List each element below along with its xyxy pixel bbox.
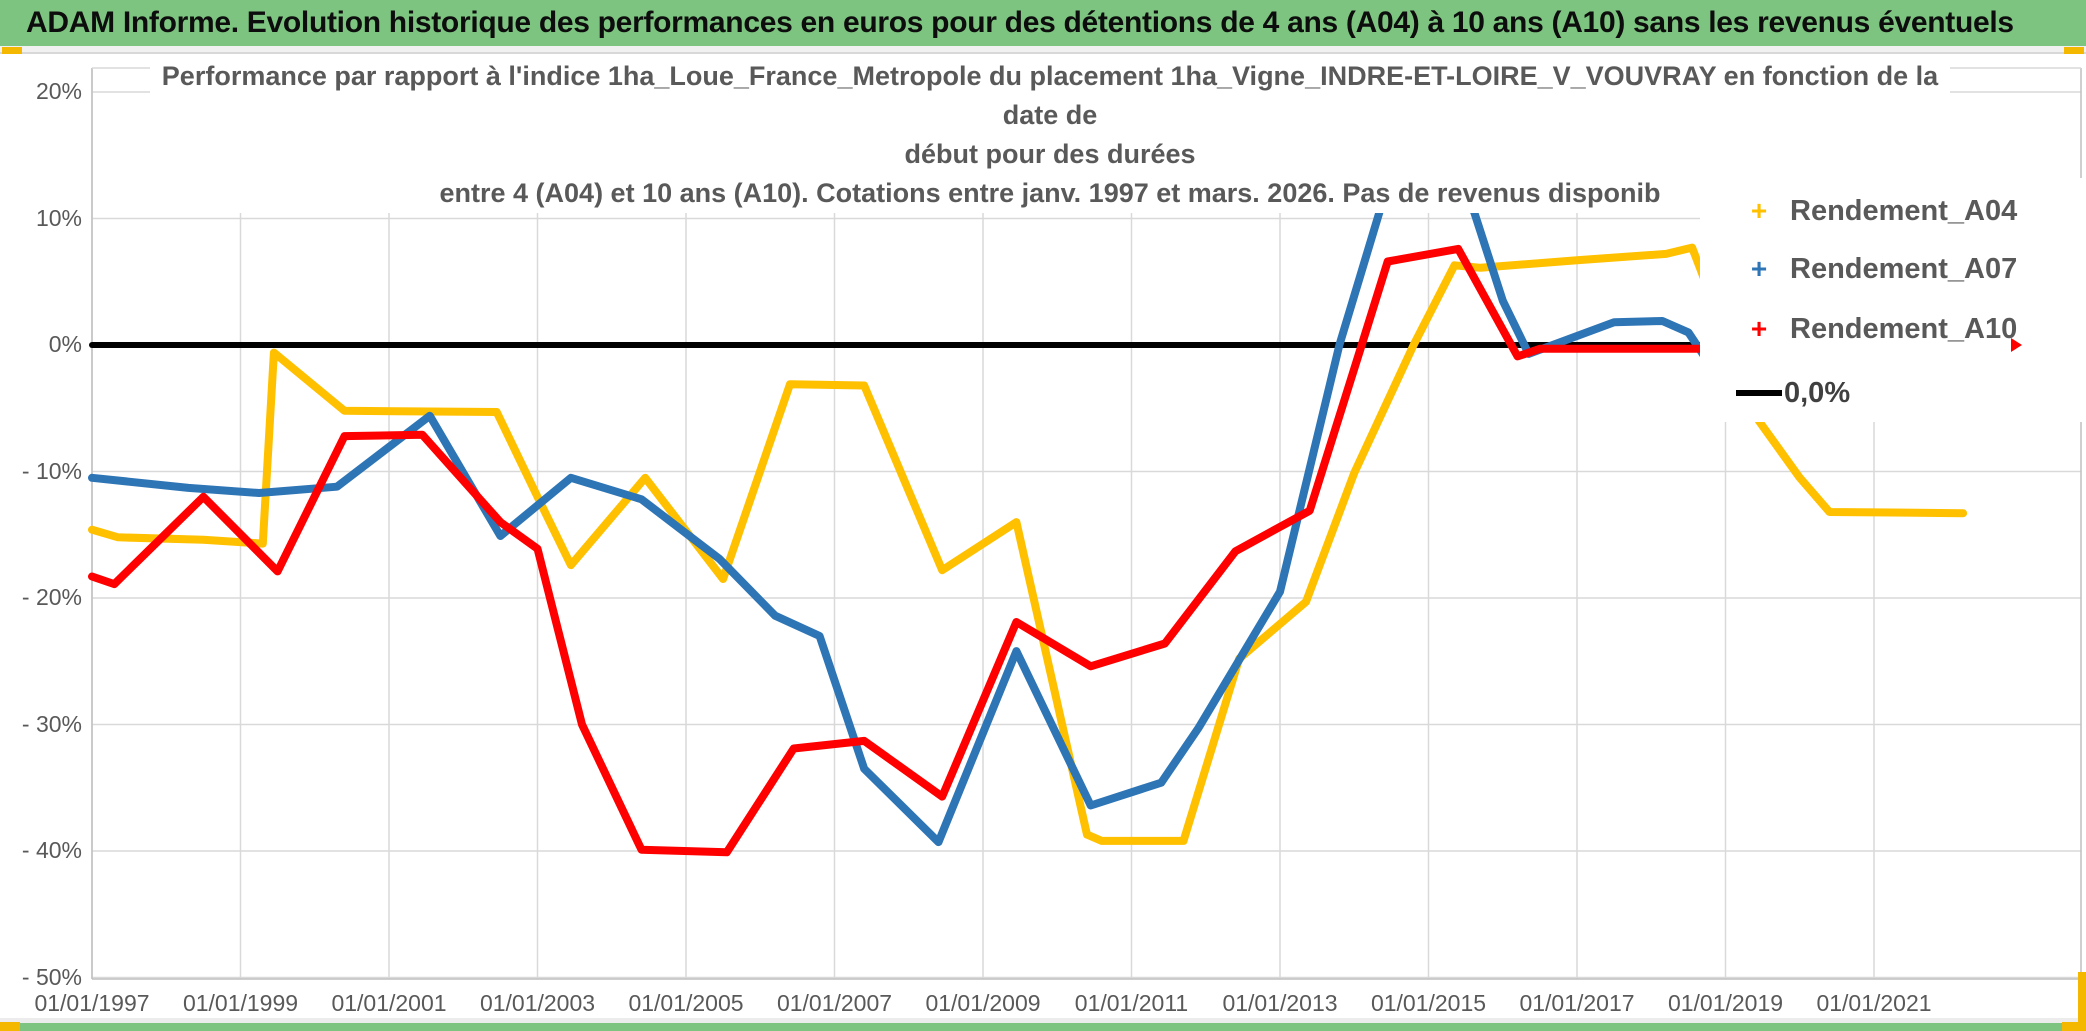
- x-tick-label: 01/01/2021: [1816, 990, 1932, 1016]
- accent-top-right: [2064, 47, 2084, 54]
- legend-plus-marker: +: [1750, 195, 1768, 226]
- chart-title-line3: entre 4 (A04) et 10 ans (A10). Cotations…: [439, 178, 1661, 208]
- legend-label: Rendement_A10: [1790, 312, 2018, 345]
- header-divider: [0, 46, 2086, 54]
- legend-item-0-0-: 0,0%: [1736, 374, 1850, 412]
- chart-title-line2: début pour des durées: [904, 139, 1196, 169]
- y-tick-label: - 10%: [21, 457, 82, 484]
- footer-green-bar: [0, 1023, 2086, 1031]
- series-line-rendement-a04: [88, 243, 1968, 845]
- chart-legend: + Rendement_A04 + Rendement_A07 + Rendement_A…: [1700, 178, 2086, 422]
- x-tick-label: 01/01/2013: [1222, 990, 1338, 1016]
- y-tick-label: - 20%: [21, 584, 82, 610]
- x-tick-label: 01/01/2005: [628, 990, 744, 1016]
- y-tick-label: 10%: [35, 204, 82, 231]
- x-tick-label: 01/01/2001: [331, 990, 447, 1016]
- legend-label: Rendement_A07: [1790, 252, 2018, 285]
- y-tick-label: 0%: [48, 331, 82, 357]
- series-line-rendement-a10: [88, 244, 1708, 857]
- x-tick-label: 01/01/2009: [925, 990, 1041, 1016]
- x-tick-label: 01/01/2011: [1074, 990, 1189, 1016]
- chart-title: Performance par rapport à l'indice 1ha_L…: [150, 57, 1950, 213]
- legend-item-rendement-a10: + Rendement_A10: [1736, 310, 2017, 348]
- y-tick-label: - 50%: [21, 963, 82, 990]
- accent-right-strip: [2078, 972, 2086, 1031]
- x-tick-label: 01/01/2015: [1370, 990, 1487, 1016]
- footer-divider: [0, 1018, 2086, 1023]
- accent-bottom-left: [0, 1022, 20, 1031]
- legend-plus-marker: +: [1750, 313, 1768, 344]
- legend-item-rendement-a07: + Rendement_A07: [1736, 250, 2017, 288]
- legend-item-rendement-a04: + Rendement_A04: [1736, 192, 2017, 230]
- legend-line-swatch: [1736, 390, 1782, 396]
- x-tick-label: 01/01/2017: [1519, 990, 1635, 1016]
- x-tick-label: 01/01/2007: [776, 990, 893, 1016]
- x-tick-label: 01/01/1997: [34, 990, 150, 1016]
- outlier-point-marker-a10: [2011, 338, 2023, 352]
- legend-plus-marker: +: [1750, 253, 1768, 284]
- y-tick-label: 20%: [35, 78, 82, 104]
- x-tick-label: 01/01/2019: [1667, 990, 1784, 1016]
- y-tick-label: - 40%: [21, 837, 82, 863]
- accent-top-left: [2, 47, 22, 54]
- report-header-title: ADAM Informe. Evolution historique des p…: [0, 0, 2086, 46]
- accent-bottom-right: [2062, 1022, 2086, 1031]
- series-line-rendement-a07: [88, 138, 1749, 847]
- x-tick-label: 01/01/2003: [479, 990, 596, 1016]
- legend-label: 0,0%: [1784, 376, 1851, 409]
- chart-title-line1: Performance par rapport à l'indice 1ha_L…: [161, 61, 1939, 130]
- legend-label: Rendement_A04: [1790, 194, 2018, 227]
- y-tick-label: - 30%: [21, 710, 82, 737]
- x-tick-label: 01/01/1999: [182, 990, 299, 1016]
